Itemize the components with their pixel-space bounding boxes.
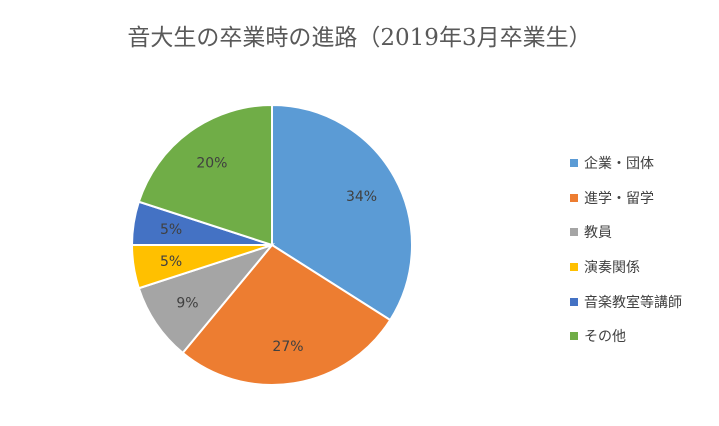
legend-label: 演奏関係	[584, 260, 640, 277]
legend-swatch	[570, 332, 578, 341]
legend-label: 進学・留学	[584, 190, 654, 207]
legend-swatch	[570, 297, 578, 306]
legend-swatch	[570, 263, 578, 272]
chart-title: 音大生の卒業時の進路（2019年3月卒業生）	[127, 25, 592, 51]
legend-label: 音楽教室等講師	[584, 294, 682, 311]
data-label-2: 27%	[272, 339, 303, 355]
legend: 企業・団体進学・留学教員演奏関係音楽教室等講師 その他	[570, 146, 682, 354]
pie-slice-6	[137, 103, 273, 247]
legend-item-6: その他	[570, 319, 682, 354]
legend-label: 教員	[584, 225, 612, 242]
data-label-5: 5%	[160, 222, 182, 238]
legend-item-4: 演奏関係	[570, 250, 682, 285]
legend-item-3: 教員	[570, 215, 682, 250]
legend-swatch	[570, 193, 578, 202]
data-label-6: 20%	[196, 155, 227, 171]
pie-slices	[130, 103, 413, 386]
legend-label: 企業・団体	[584, 156, 654, 173]
legend-item-2: 進学・留学	[570, 181, 682, 216]
legend-item-1: 企業・団体	[570, 146, 682, 181]
data-label-4: 5%	[160, 254, 182, 270]
pie-slice-2	[181, 243, 392, 386]
data-label-3: 9%	[176, 295, 198, 311]
pie-data-labels: 34% 27% 9% 5% 5% 20%	[160, 155, 377, 355]
pie-slice-3	[137, 242, 275, 355]
legend-item-5: 音楽教室等講師	[570, 284, 682, 319]
legend-swatch	[570, 228, 578, 237]
data-label-1: 34%	[346, 189, 377, 205]
legend-label: その他	[584, 329, 626, 346]
legend-swatch	[570, 159, 578, 168]
